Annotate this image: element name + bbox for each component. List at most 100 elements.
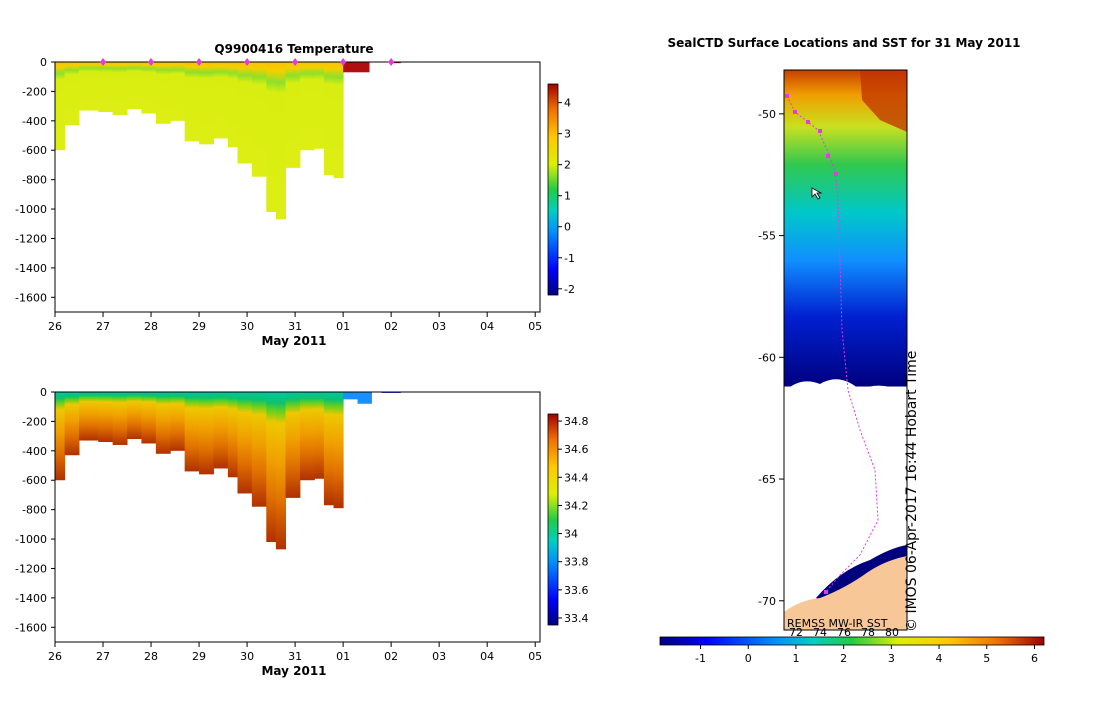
x-tick-label: 04 xyxy=(480,650,494,663)
profile-column xyxy=(170,62,186,121)
y-tick-label: -1200 xyxy=(15,562,47,575)
profile-column xyxy=(141,392,157,444)
colorbar-tick-label: 33.4 xyxy=(564,612,589,625)
profile-column xyxy=(227,392,238,478)
colorbar-tick-label: 3 xyxy=(564,128,571,141)
seal-track xyxy=(786,95,879,593)
profile-column xyxy=(285,392,301,498)
location-marker xyxy=(196,58,203,66)
profile-column xyxy=(199,62,214,145)
colorbar-tick-label: 5 xyxy=(983,652,990,665)
x-tick-label: 29 xyxy=(192,320,206,333)
location-marker xyxy=(388,58,395,66)
colorbar-fahrenheit-label: 76 xyxy=(837,626,851,639)
x-tick-label: 26 xyxy=(48,320,62,333)
x-tick-label: 29 xyxy=(192,650,206,663)
location-marker xyxy=(244,58,251,66)
profile-column xyxy=(275,62,286,220)
location-marker xyxy=(148,58,155,66)
colorbar-tick-label: -1 xyxy=(695,652,706,665)
colorbar-tick-label: -2 xyxy=(564,283,575,296)
y-tick-label: -200 xyxy=(22,415,47,428)
location-marker xyxy=(340,58,347,66)
colorbar-tick-label: 34.4 xyxy=(564,471,589,484)
colorbar-tick-label: 0 xyxy=(745,652,752,665)
profile-column xyxy=(64,392,80,456)
colorbar xyxy=(547,413,559,626)
profile-column xyxy=(343,392,358,400)
y-tick-label: -1200 xyxy=(15,232,47,245)
sst-map-panel: SealCTD Surface Locations and SST for 31… xyxy=(659,36,1045,665)
profile-column xyxy=(237,392,253,494)
colorbar-tick-label: 1 xyxy=(564,190,571,203)
y-tick-label: -1400 xyxy=(15,262,47,275)
colorbar-tick-label: -1 xyxy=(564,252,575,265)
colorbar-tick-label: 34.6 xyxy=(564,443,589,456)
colorbar-fahrenheit-label: 74 xyxy=(813,626,827,639)
lat-tick-label: -50 xyxy=(758,108,776,121)
location-marker xyxy=(292,58,299,66)
y-tick-label: -600 xyxy=(22,474,47,487)
map-frame xyxy=(783,69,908,631)
x-tick-label: 27 xyxy=(96,650,110,663)
profile-column xyxy=(127,62,142,110)
profile-column xyxy=(127,392,142,440)
profile-column xyxy=(323,392,335,506)
x-tick-label: 28 xyxy=(144,320,158,333)
y-tick-label: -400 xyxy=(22,115,47,128)
colorbar-tick-label: 33.8 xyxy=(564,556,589,569)
y-tick-label: 0 xyxy=(40,386,47,399)
y-tick-label: -600 xyxy=(22,144,47,157)
x-tick-label: 30 xyxy=(240,650,254,663)
profile-column xyxy=(155,392,171,454)
profile-column xyxy=(333,392,344,509)
colorbar-tick-label: 6 xyxy=(1031,652,1038,665)
x-tick-label: 27 xyxy=(96,320,110,333)
profile-column xyxy=(55,62,66,151)
profile-column xyxy=(184,392,200,472)
profile-column xyxy=(79,392,99,441)
x-axis-label: May 2011 xyxy=(261,664,326,678)
profile-column xyxy=(213,392,229,469)
colorbar-fahrenheit-label: 80 xyxy=(885,626,899,639)
profile-column xyxy=(237,62,253,164)
x-tick-label: 28 xyxy=(144,650,158,663)
y-tick-label: -400 xyxy=(22,445,47,458)
profile-column xyxy=(333,62,344,179)
profile-column xyxy=(112,62,128,115)
x-tick-label: 01 xyxy=(336,320,350,333)
colorbar-fahrenheit-label: 72 xyxy=(789,626,803,639)
lat-tick-label: -60 xyxy=(758,351,776,364)
profile-column xyxy=(98,62,114,112)
profile-column xyxy=(357,392,372,404)
profile-column xyxy=(170,392,186,451)
colorbar-tick-label: 0 xyxy=(564,221,571,234)
x-tick-label: 02 xyxy=(384,320,398,333)
x-axis-label: May 2011 xyxy=(261,334,326,348)
colorbar-fahrenheit-label: 78 xyxy=(861,626,875,639)
profile-column xyxy=(314,62,325,149)
y-tick-label: -1600 xyxy=(15,621,47,634)
colorbar-tick-label: 2 xyxy=(840,652,847,665)
profile-column xyxy=(314,392,325,479)
profile-column xyxy=(98,392,114,442)
colorbar-tick-label: 34.8 xyxy=(564,415,589,428)
x-tick-label: 02 xyxy=(384,650,398,663)
panel-title: Q9900416 Temperature xyxy=(214,42,373,56)
colorbar-tick-label: 1 xyxy=(792,652,799,665)
profile-column xyxy=(199,392,214,475)
colorbar-tick-label: 3 xyxy=(888,652,895,665)
x-tick-label: 05 xyxy=(528,320,542,333)
antarctic-land xyxy=(784,556,907,630)
profile-column xyxy=(251,62,267,177)
profile-column xyxy=(184,62,200,142)
y-tick-label: -1600 xyxy=(15,291,47,304)
x-tick-label: 03 xyxy=(432,650,446,663)
x-tick-label: 31 xyxy=(288,650,302,663)
y-tick-label: -800 xyxy=(22,504,47,517)
y-tick-label: -200 xyxy=(22,85,47,98)
pointer-icon xyxy=(811,187,823,200)
x-tick-label: 03 xyxy=(432,320,446,333)
surface-location-marker xyxy=(826,154,830,158)
